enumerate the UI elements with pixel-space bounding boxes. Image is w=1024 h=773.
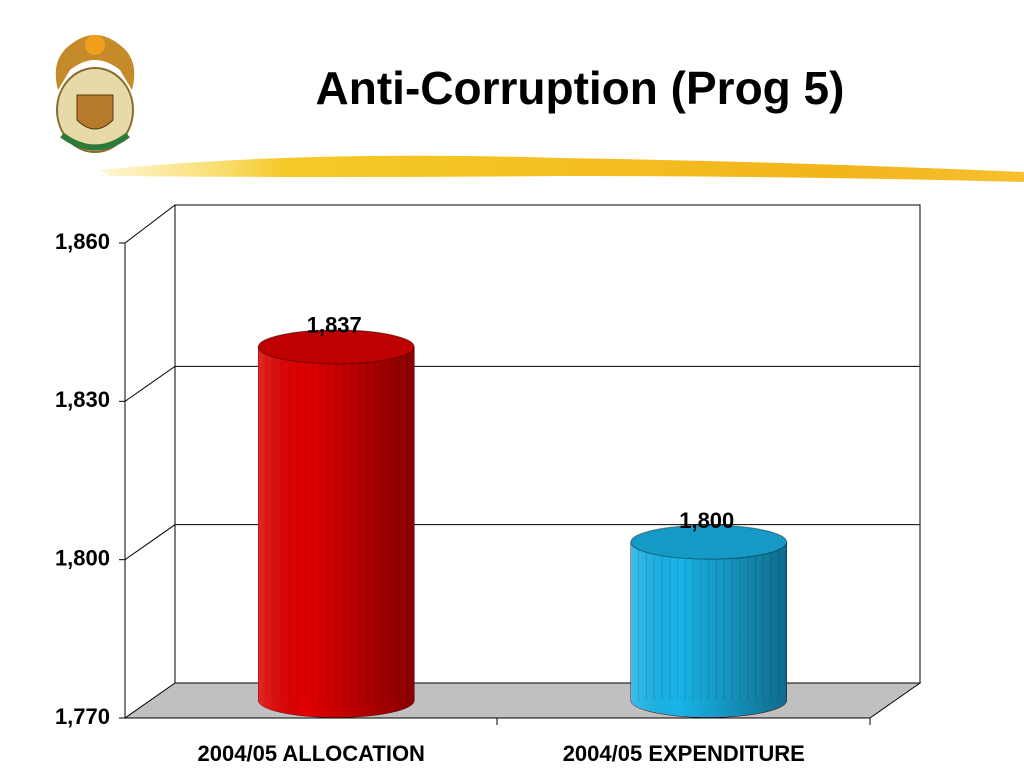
y-tick-label: 1,860 [55, 229, 110, 254]
bar-top [630, 524, 788, 560]
value-label: 1,837 [307, 313, 362, 338]
grid-line [124, 524, 920, 561]
chart-title: Anti-Corruption (Prog 5) [316, 62, 845, 114]
bar-top-shade [258, 329, 415, 364]
bar-top-shade [630, 525, 787, 560]
y-tick-label: 1,800 [55, 545, 110, 570]
emblem [55, 35, 135, 153]
floor [123, 682, 922, 719]
back-wall [124, 204, 921, 683]
x-tick-label: 2004/05 ALLOCATION [198, 741, 425, 766]
x-tick-label: 2004/05 EXPENDITURE [563, 741, 805, 766]
brush-stroke [100, 155, 1024, 182]
bar-top [257, 329, 415, 365]
value-label: 1,800 [679, 508, 734, 533]
grid-line [124, 365, 920, 402]
y-tick-label: 1,830 [55, 387, 110, 412]
y-tick-label: 1,770 [55, 704, 110, 729]
bar-shade [630, 542, 787, 718]
bar-shade [258, 346, 415, 718]
